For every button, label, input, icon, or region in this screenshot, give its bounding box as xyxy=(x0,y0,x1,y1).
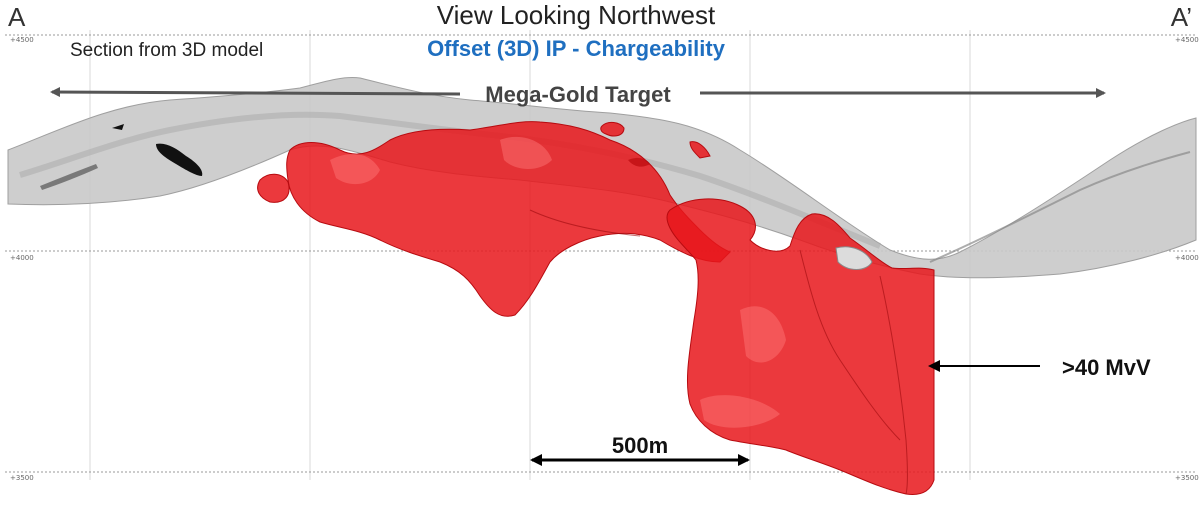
elevation-label-mid-left: +4000 xyxy=(10,254,34,262)
anomaly-edges xyxy=(529,209,908,495)
elevation-label-bottom-right: +3500 xyxy=(1175,474,1199,482)
anomaly-bump-top xyxy=(600,121,625,137)
target-arrow-left xyxy=(50,87,461,98)
anomaly-body-west xyxy=(286,121,731,317)
elevation-label-bottom-left: +3500 xyxy=(10,474,34,482)
elevation-label-top-right: +4500 xyxy=(1175,36,1199,44)
anomaly-window xyxy=(835,246,873,270)
scale-bar-label: 500m xyxy=(612,433,668,458)
anomaly-bump-mid xyxy=(689,141,711,159)
terrain-inner-shading xyxy=(19,111,882,249)
annotation-label: >40 MvV xyxy=(1062,355,1151,380)
section-subtitle: Section from 3D model xyxy=(70,40,263,61)
elevation-label-top-left: +4500 xyxy=(10,36,34,44)
section-right-label: A’ xyxy=(1171,2,1192,32)
target-label: Mega-Gold Target xyxy=(485,82,671,107)
page-title: View Looking Northwest xyxy=(437,0,716,30)
anomaly-edge-3 xyxy=(529,209,641,237)
dark-lens-1 xyxy=(156,143,203,176)
anomaly-edge-2 xyxy=(879,275,908,495)
terrain-fault-line xyxy=(929,151,1191,263)
method-label: Offset (3D) IP - Chargeability xyxy=(427,36,726,61)
chargeability-anomaly xyxy=(257,121,935,495)
anomaly-highlight-1 xyxy=(330,154,380,185)
anomaly-body-east xyxy=(666,198,935,495)
anomaly-highlights xyxy=(330,136,786,428)
anomaly-highlight-4 xyxy=(700,395,780,428)
anomaly-edge-1 xyxy=(799,249,901,441)
anomaly-bump-small xyxy=(257,173,290,203)
elevation-label-mid-right: +4000 xyxy=(1175,254,1199,262)
dark-lens-2 xyxy=(112,124,124,130)
anomaly-highlight-3 xyxy=(740,306,786,363)
section-left-label: A xyxy=(8,2,26,32)
anomaly-highlight-2 xyxy=(500,136,552,169)
dark-lens-4 xyxy=(40,164,98,190)
